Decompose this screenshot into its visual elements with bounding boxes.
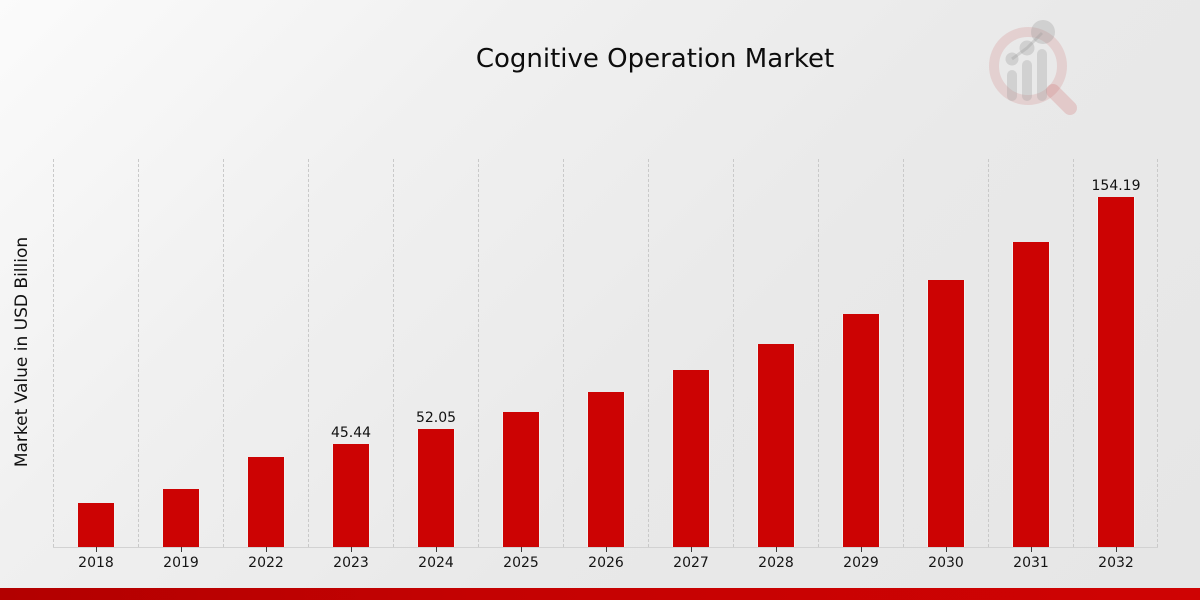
- footer-accent-bar: [0, 588, 1200, 600]
- x-tick-label-2025: 2025: [503, 555, 539, 571]
- x-axis-tick: [946, 547, 947, 552]
- bar-2024: [417, 429, 455, 547]
- vertical-gridline: [308, 159, 309, 547]
- bar-2019: [162, 489, 200, 547]
- x-tick-label-2032: 2032: [1098, 555, 1134, 571]
- bar-2032: [1097, 197, 1135, 547]
- vertical-gridline: [648, 159, 649, 547]
- bar-2025: [502, 412, 540, 547]
- x-axis-tick: [266, 547, 267, 552]
- x-axis-tick: [1116, 547, 1117, 552]
- vertical-gridline: [733, 159, 734, 547]
- x-tick-label-2019: 2019: [163, 555, 199, 571]
- bar-2027: [672, 370, 710, 547]
- vertical-gridline: [223, 159, 224, 547]
- chart-title: Cognitive Operation Market: [475, 44, 835, 74]
- bar-value-label-2024: 52.05: [415, 410, 457, 426]
- x-axis-tick: [351, 547, 352, 552]
- vertical-gridline: [563, 159, 564, 547]
- vertical-gridline: [818, 159, 819, 547]
- y-axis-label: Market Value in USD Billion: [12, 236, 32, 468]
- x-tick-label-2029: 2029: [843, 555, 879, 571]
- vertical-gridline: [903, 159, 904, 547]
- x-axis-tick: [521, 547, 522, 552]
- bar-2031: [1012, 242, 1050, 547]
- bar-2018: [77, 503, 115, 547]
- x-tick-label-2023: 2023: [333, 555, 369, 571]
- vertical-gridline: [988, 159, 989, 547]
- x-tick-label-2031: 2031: [1013, 555, 1049, 571]
- vertical-gridline: [138, 159, 139, 547]
- vertical-gridline: [478, 159, 479, 547]
- x-tick-label-2018: 2018: [78, 555, 114, 571]
- bar-2026: [587, 392, 625, 547]
- bar-value-label-2023: 45.44: [330, 425, 372, 441]
- bar-2022: [247, 457, 285, 547]
- vertical-gridline: [393, 159, 394, 547]
- x-axis-tick: [691, 547, 692, 552]
- plot-area: 2018 2019 2022 45.44 2023 52.05 2024 2025 2026 20…: [53, 159, 1158, 571]
- x-axis-tick: [1031, 547, 1032, 552]
- bar-2023: [332, 444, 370, 547]
- x-axis-tick: [606, 547, 607, 552]
- bar-2028: [757, 344, 795, 547]
- vertical-gridline: [1157, 159, 1158, 547]
- x-tick-label-2028: 2028: [758, 555, 794, 571]
- x-tick-label-2022: 2022: [248, 555, 284, 571]
- magnifier-bar-chart-logo-icon: [989, 20, 1077, 115]
- x-axis-tick: [181, 547, 182, 552]
- vertical-gridline: [53, 159, 54, 547]
- x-axis-tick: [96, 547, 97, 552]
- x-tick-label-2027: 2027: [673, 555, 709, 571]
- x-tick-label-2030: 2030: [928, 555, 964, 571]
- bar-value-label-2032: 154.19: [1091, 178, 1141, 194]
- x-tick-label-2024: 2024: [418, 555, 454, 571]
- x-axis-tick: [776, 547, 777, 552]
- x-tick-label-2026: 2026: [588, 555, 624, 571]
- x-axis-tick: [436, 547, 437, 552]
- bar-2029: [842, 314, 880, 547]
- bar-2030: [927, 280, 965, 547]
- vertical-gridline: [1073, 159, 1074, 547]
- x-axis-tick: [861, 547, 862, 552]
